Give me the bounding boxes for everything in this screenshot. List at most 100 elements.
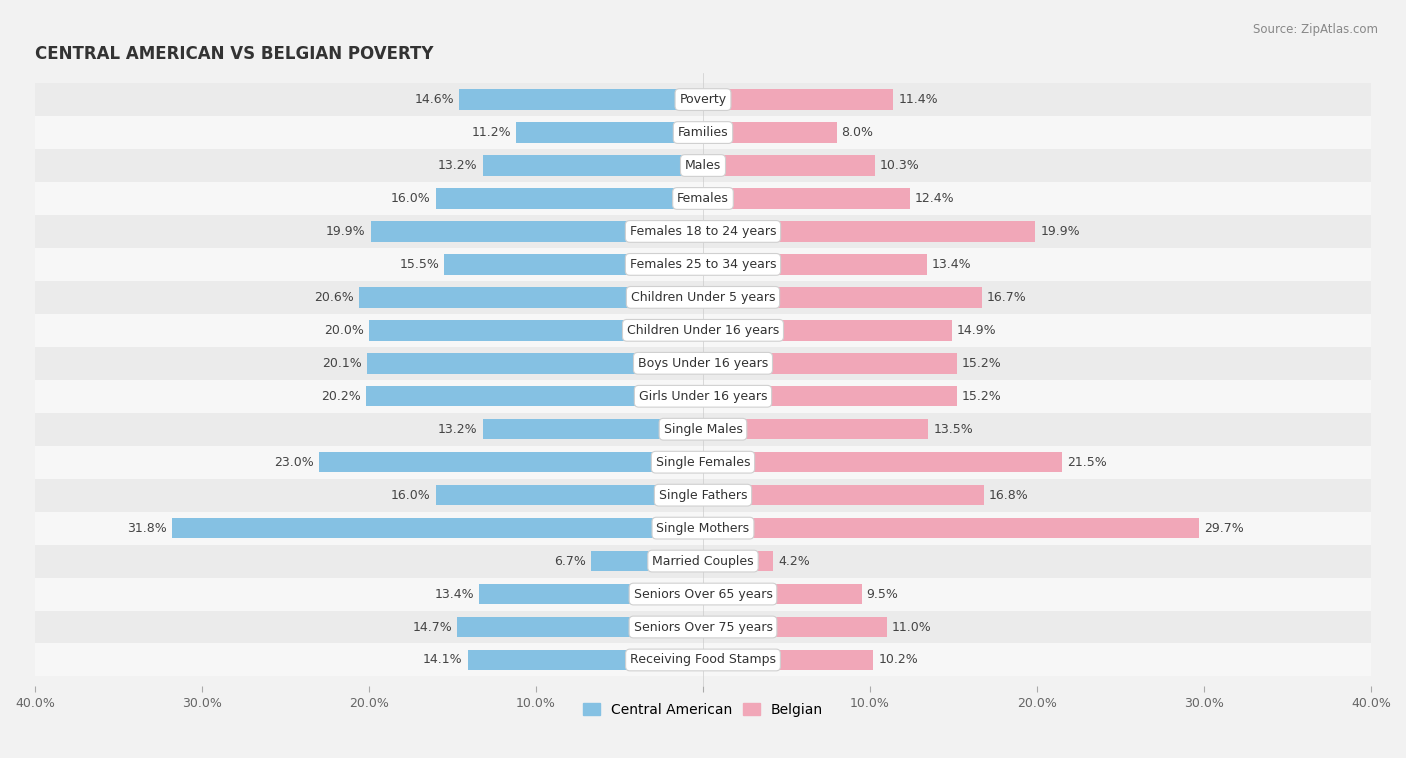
Bar — [444, 254, 703, 274]
Text: Single Males: Single Males — [664, 423, 742, 436]
Text: Females 25 to 34 years: Females 25 to 34 years — [630, 258, 776, 271]
Bar — [703, 221, 1035, 242]
Text: Single Mothers: Single Mothers — [657, 522, 749, 534]
Text: 6.7%: 6.7% — [554, 555, 586, 568]
Bar — [371, 221, 703, 242]
Text: Seniors Over 75 years: Seniors Over 75 years — [634, 621, 772, 634]
Legend: Central American, Belgian: Central American, Belgian — [578, 697, 828, 722]
Text: Families: Families — [678, 126, 728, 139]
Text: 20.0%: 20.0% — [325, 324, 364, 337]
Bar — [460, 89, 703, 110]
Text: 19.9%: 19.9% — [1040, 225, 1080, 238]
Text: 20.1%: 20.1% — [322, 357, 363, 370]
Bar — [703, 320, 952, 340]
Bar — [482, 419, 703, 440]
Bar — [457, 617, 703, 637]
Bar — [703, 155, 875, 176]
FancyBboxPatch shape — [35, 281, 1371, 314]
Text: 23.0%: 23.0% — [274, 456, 314, 468]
Text: Girls Under 16 years: Girls Under 16 years — [638, 390, 768, 402]
Bar — [172, 518, 703, 538]
Text: 15.2%: 15.2% — [962, 357, 1001, 370]
Bar — [703, 287, 981, 308]
FancyBboxPatch shape — [35, 248, 1371, 281]
FancyBboxPatch shape — [35, 149, 1371, 182]
Text: 12.4%: 12.4% — [915, 192, 955, 205]
Text: Children Under 16 years: Children Under 16 years — [627, 324, 779, 337]
Text: 13.5%: 13.5% — [934, 423, 973, 436]
Bar — [516, 122, 703, 143]
Text: 14.7%: 14.7% — [413, 621, 453, 634]
Bar — [703, 419, 928, 440]
Bar — [703, 254, 927, 274]
Bar — [591, 551, 703, 572]
FancyBboxPatch shape — [35, 478, 1371, 512]
Bar — [482, 155, 703, 176]
Text: 11.4%: 11.4% — [898, 93, 938, 106]
Bar — [703, 617, 887, 637]
Bar — [703, 518, 1199, 538]
Text: 8.0%: 8.0% — [842, 126, 873, 139]
Bar — [468, 650, 703, 670]
Text: Females: Females — [678, 192, 728, 205]
Text: Seniors Over 65 years: Seniors Over 65 years — [634, 587, 772, 600]
Text: Source: ZipAtlas.com: Source: ZipAtlas.com — [1253, 23, 1378, 36]
Text: 13.2%: 13.2% — [437, 159, 478, 172]
FancyBboxPatch shape — [35, 512, 1371, 544]
FancyBboxPatch shape — [35, 314, 1371, 347]
Text: Males: Males — [685, 159, 721, 172]
Text: 16.0%: 16.0% — [391, 489, 430, 502]
Text: Females 18 to 24 years: Females 18 to 24 years — [630, 225, 776, 238]
Text: 13.2%: 13.2% — [437, 423, 478, 436]
FancyBboxPatch shape — [35, 544, 1371, 578]
Text: Single Females: Single Females — [655, 456, 751, 468]
Bar — [319, 452, 703, 472]
Bar — [368, 320, 703, 340]
Text: 9.5%: 9.5% — [866, 587, 898, 600]
Bar — [359, 287, 703, 308]
Text: 13.4%: 13.4% — [434, 587, 474, 600]
FancyBboxPatch shape — [35, 347, 1371, 380]
Text: Single Fathers: Single Fathers — [659, 489, 747, 502]
Text: 11.0%: 11.0% — [891, 621, 932, 634]
Text: 20.2%: 20.2% — [321, 390, 360, 402]
Bar — [703, 485, 984, 506]
Bar — [703, 353, 957, 374]
Text: 31.8%: 31.8% — [127, 522, 167, 534]
Text: 14.6%: 14.6% — [415, 93, 454, 106]
FancyBboxPatch shape — [35, 413, 1371, 446]
Bar — [436, 188, 703, 208]
Text: Children Under 5 years: Children Under 5 years — [631, 291, 775, 304]
FancyBboxPatch shape — [35, 446, 1371, 478]
Text: 14.9%: 14.9% — [957, 324, 997, 337]
Text: 10.2%: 10.2% — [879, 653, 918, 666]
Text: 14.1%: 14.1% — [423, 653, 463, 666]
FancyBboxPatch shape — [35, 644, 1371, 676]
FancyBboxPatch shape — [35, 83, 1371, 116]
Bar — [703, 386, 957, 406]
FancyBboxPatch shape — [35, 380, 1371, 413]
Text: 19.9%: 19.9% — [326, 225, 366, 238]
Text: Boys Under 16 years: Boys Under 16 years — [638, 357, 768, 370]
FancyBboxPatch shape — [35, 182, 1371, 215]
Text: 13.4%: 13.4% — [932, 258, 972, 271]
FancyBboxPatch shape — [35, 215, 1371, 248]
Text: 16.8%: 16.8% — [988, 489, 1028, 502]
Text: 21.5%: 21.5% — [1067, 456, 1107, 468]
FancyBboxPatch shape — [35, 610, 1371, 644]
Bar — [703, 89, 893, 110]
Text: 15.5%: 15.5% — [399, 258, 439, 271]
Text: 16.0%: 16.0% — [391, 192, 430, 205]
Text: 29.7%: 29.7% — [1204, 522, 1244, 534]
Text: 15.2%: 15.2% — [962, 390, 1001, 402]
Text: 11.2%: 11.2% — [471, 126, 510, 139]
FancyBboxPatch shape — [35, 116, 1371, 149]
Text: Poverty: Poverty — [679, 93, 727, 106]
Bar — [436, 485, 703, 506]
Bar — [367, 353, 703, 374]
Bar — [703, 551, 773, 572]
Text: 16.7%: 16.7% — [987, 291, 1026, 304]
Bar — [703, 188, 910, 208]
Bar — [366, 386, 703, 406]
Bar — [703, 452, 1062, 472]
